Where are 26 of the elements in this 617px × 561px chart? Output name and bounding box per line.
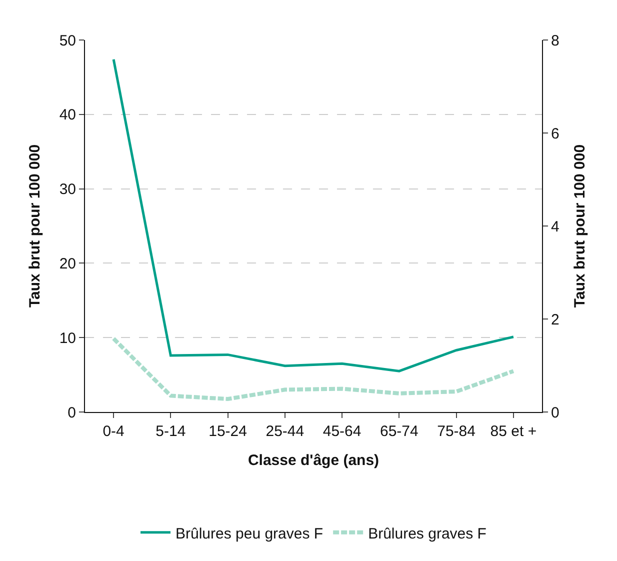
y-tick-label: 50 bbox=[59, 32, 76, 50]
legend-label: Brûlures peu graves F bbox=[176, 525, 324, 542]
y2-tick-label: 2 bbox=[551, 311, 560, 328]
x-tick-label: 75-84 bbox=[437, 423, 476, 440]
x-tick-label: 85 et + bbox=[490, 423, 537, 440]
x-tick-label: 45-64 bbox=[322, 423, 362, 440]
y-tick-label: 0 bbox=[68, 404, 76, 422]
x-tick-label: 15-24 bbox=[208, 423, 247, 440]
x-axis-title: Classe d'âge (ans) bbox=[248, 452, 380, 469]
y-axis-title: Taux brut pour 100 000 bbox=[26, 144, 44, 308]
y2-axis-title: Taux brut pour 100 000 bbox=[571, 144, 588, 308]
y-tick-label: 30 bbox=[59, 181, 76, 198]
line-series bbox=[112, 336, 516, 401]
line-series bbox=[112, 58, 515, 372]
y-tick-label: 20 bbox=[59, 255, 76, 272]
y2-tick-label: 0 bbox=[551, 404, 560, 422]
y2-tick-label: 8 bbox=[551, 32, 560, 50]
y-tick-label: 40 bbox=[59, 106, 76, 124]
y2-tick-label: 4 bbox=[551, 218, 560, 236]
y-tick-label: 10 bbox=[59, 330, 76, 347]
legend-label: Brûlures graves F bbox=[368, 525, 486, 542]
x-tick-label: 5-14 bbox=[156, 423, 186, 440]
x-tick-label: 25-44 bbox=[266, 423, 304, 440]
y2-tick-label: 6 bbox=[551, 125, 560, 142]
x-tick-label: 65-74 bbox=[380, 423, 418, 440]
x-tick-label: 0-4 bbox=[102, 423, 124, 440]
